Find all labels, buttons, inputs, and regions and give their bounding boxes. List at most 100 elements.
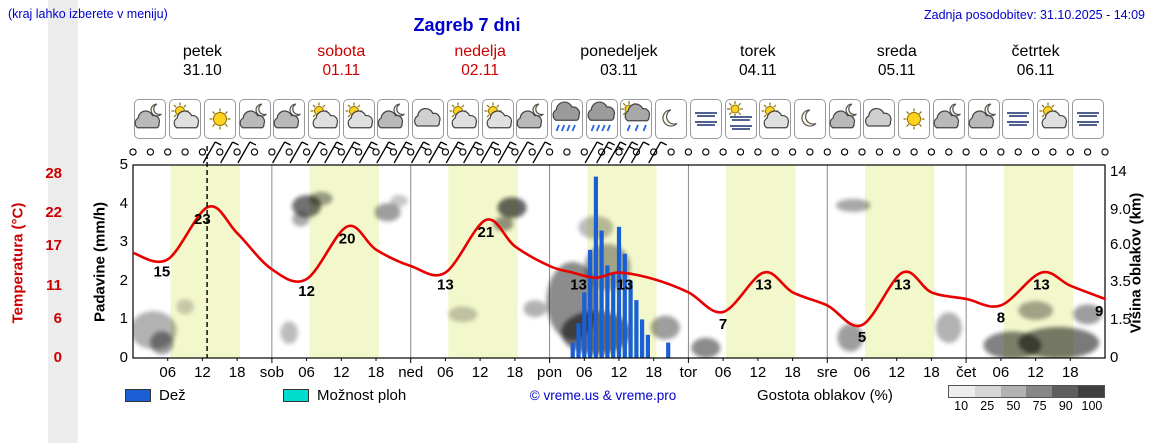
menu-hint: (kraj lahko izberete v meniju) — [8, 7, 168, 21]
density-tick: 10 — [954, 399, 969, 413]
cloud-density-label: Gostota oblakov (%) — [757, 387, 893, 404]
fog-icon — [689, 99, 722, 139]
day-header-petek: petek 31.10 — [133, 42, 272, 80]
temp-tick: 0 — [53, 349, 62, 366]
hour-tick: 12 — [194, 364, 211, 381]
fog-icon — [1002, 99, 1035, 139]
temp-point-label: 23 — [194, 211, 211, 228]
sun-cloud-icon — [481, 99, 514, 139]
density-tick: 75 — [1032, 399, 1047, 413]
hour-tick: 12 — [610, 364, 628, 381]
precip-tick: 3 — [119, 233, 128, 251]
left-gutter-strip — [48, 0, 78, 443]
density-segment — [949, 386, 975, 397]
cloud-height-tick: 14 — [1110, 163, 1127, 180]
moon-cloud-icon — [932, 99, 965, 139]
fog-icon — [1071, 99, 1104, 139]
hour-tick: 18 — [228, 364, 246, 381]
day-abbr-tick: tor — [679, 364, 698, 381]
temp-point-label: 20 — [339, 231, 356, 248]
rain-legend-swatch — [125, 389, 151, 402]
moon-cloud-icon — [273, 99, 306, 139]
cloud-density-scale — [948, 385, 1105, 398]
sun-cloud-icon — [446, 99, 479, 139]
precip-tick: 4 — [119, 194, 128, 212]
sun-cloud-icon — [342, 99, 375, 139]
day-date: 31.10 — [183, 62, 222, 79]
temp-tick: 11 — [46, 276, 62, 294]
cloud-height-tick: 3.5 — [1110, 273, 1131, 290]
hour-tick: 06 — [575, 364, 593, 381]
sun-cloud-icon — [307, 99, 340, 139]
rain-icon — [585, 99, 618, 139]
temp-tick: 17 — [45, 237, 62, 255]
hour-tick: 18 — [367, 364, 385, 381]
day-date: 04.11 — [739, 62, 777, 79]
density-segment — [1078, 386, 1104, 397]
temp-point-label: 13 — [755, 277, 772, 294]
density-segment — [974, 386, 1001, 397]
fog-sun-icon — [724, 99, 757, 139]
moon-cloud-icon — [967, 99, 1000, 139]
sun-cloud-icon — [759, 99, 792, 139]
temp-point-label: 13 — [437, 277, 454, 294]
day-name: petek — [182, 43, 222, 60]
copyright-link[interactable]: © vreme.us & vreme.pro — [529, 388, 677, 403]
hour-tick: 12 — [471, 364, 489, 381]
day-abbr-tick: sob — [259, 364, 284, 381]
temp-point-label: 13 — [894, 277, 911, 294]
density-segment — [1026, 386, 1053, 397]
density-tick: 25 — [980, 399, 995, 413]
precip-tick: 1 — [119, 310, 128, 328]
temp-point-label: 8 — [997, 309, 1005, 326]
hour-tick: 06 — [298, 364, 315, 381]
hour-tick: 18 — [645, 364, 663, 381]
page-title: Zagreb 7 dni — [413, 15, 521, 35]
day-name: sobota — [317, 43, 366, 60]
hour-tick: 18 — [923, 364, 940, 381]
density-tick: 100 — [1081, 399, 1103, 413]
cloud-icon — [412, 99, 445, 139]
temp-point-label: 15 — [154, 263, 171, 280]
day-abbr-tick: pon — [537, 364, 563, 381]
density-segment — [1052, 386, 1079, 397]
moon-cloud-icon — [238, 99, 271, 139]
hour-tick: 12 — [749, 364, 767, 381]
sun-icon — [203, 99, 236, 139]
showers-legend-label: Možnost ploh — [317, 387, 407, 404]
day-name: ponedeljek — [580, 43, 658, 60]
temp-point-label: 13 — [570, 277, 587, 294]
precip-tick: 5 — [119, 156, 128, 173]
moon-cloud-icon — [134, 99, 167, 139]
sun-icon — [898, 99, 931, 139]
hour-tick: 06 — [159, 364, 177, 381]
hour-tick: 06 — [714, 364, 732, 381]
temp-point-label: 9 — [1095, 303, 1103, 320]
temp-tick: 22 — [45, 204, 62, 222]
day-abbr-tick: čet — [956, 364, 977, 381]
cloud-height-tick: 6.0 — [1110, 236, 1131, 253]
hour-tick: 06 — [853, 364, 871, 381]
sun-cloud-icon — [1036, 99, 1069, 139]
temp-point-label: 7 — [719, 316, 727, 333]
day-abbr-tick: ned — [398, 364, 424, 381]
cloud-icon — [863, 99, 896, 139]
cloud-height-tick: 9.0 — [1110, 201, 1131, 218]
cloud-density-tick-labels: 10 25 50 75 90 100 — [948, 399, 1105, 413]
cloud-height-tick: 0 — [1110, 349, 1119, 366]
day-name: sreda — [876, 43, 917, 60]
day-date: 01.11 — [322, 62, 361, 79]
hour-tick: 12 — [332, 364, 350, 381]
day-header-ponedeljek: ponedeljek 03.11 — [550, 42, 689, 80]
hour-tick: 12 — [1027, 364, 1044, 381]
rain-icon — [550, 99, 583, 139]
moon-cloud-icon — [377, 99, 410, 139]
temp-point-label: 21 — [478, 224, 495, 241]
day-date: 05.11 — [877, 62, 916, 79]
last-updated: Zadnja posodobitev: 31.10.2025 - 14:09 — [923, 8, 1145, 22]
temp-point-label: 12 — [298, 283, 315, 300]
hour-tick: 12 — [888, 364, 906, 381]
day-name: nedelja — [454, 43, 506, 60]
